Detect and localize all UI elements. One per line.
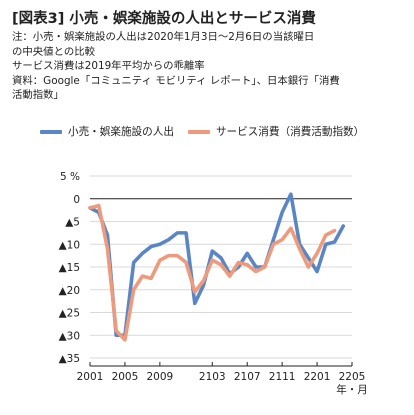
- x-tick-label: 2111: [269, 371, 296, 383]
- series-layer: [88, 192, 346, 342]
- x-tick-label: 2001: [77, 371, 104, 383]
- x-tick-label: 2201: [304, 371, 331, 383]
- x-tick-label: 2205: [339, 371, 366, 383]
- legend-swatch-mobility: [40, 129, 62, 134]
- y-tick-label: 5 %: [60, 171, 80, 183]
- legend-label-consumption: サービス消費（消費活動指数）: [215, 126, 365, 138]
- y-tick-label: ▲20: [59, 285, 80, 297]
- y-tick-label: ▲15: [59, 262, 80, 274]
- label-layer: 5 % 0 ▲5 ▲10 ▲15 ▲20 ▲25 ▲30 ▲35 2001 2005 2009 2103…: [59, 171, 368, 396]
- y-tick-label: ▲35: [59, 353, 80, 365]
- note-line: 資料：Google「コミュニティ モビリティ レポート」、日本銀行「消費: [12, 74, 340, 87]
- x-tick-label: 2107: [234, 371, 261, 383]
- series-line-consumption: [88, 203, 337, 342]
- y-tick-label: ▲10: [59, 239, 80, 251]
- y-tick-label: 0: [73, 194, 80, 206]
- y-tick-label: ▲5: [65, 217, 80, 229]
- legend-item-consumption: サービス消費（消費活動指数）: [187, 124, 365, 139]
- legend-label-mobility: 小売・娯楽施設の人出: [68, 126, 174, 138]
- x-tick-label: 2009: [146, 371, 173, 383]
- legend-swatch-consumption: [187, 129, 210, 134]
- legend-item-mobility: 小売・娯楽施設の人出: [40, 124, 174, 139]
- note-line: サービス消費は2019年平均からの乖離率: [12, 60, 205, 73]
- chart-notes: 注：小売・娯楽施設の人出は2020年1月3日～2月6日の当該曜日 の中央値との比…: [12, 30, 340, 103]
- note-line: 活動指数」: [12, 89, 64, 102]
- series-line-mobility: [88, 192, 346, 338]
- x-tick-label: 2103: [199, 371, 226, 383]
- chart-title: [図表3] 小売・娯楽施設の人出とサービス消費: [12, 11, 316, 27]
- axis-layer: [89, 198, 353, 367]
- x-unit-label: 年・月: [336, 383, 368, 396]
- note-line: 注：小売・娯楽施設の人出は2020年1月3日～2月6日の当該曜日: [12, 31, 315, 43]
- note-line: の中央値との比較: [12, 45, 96, 58]
- y-tick-label: ▲25: [59, 308, 80, 320]
- chart-legend: 小売・娯楽施設の人出 サービス消費（消費活動指数）: [40, 124, 378, 139]
- y-tick-label: ▲30: [59, 330, 80, 342]
- x-tick-label: 2005: [112, 371, 139, 383]
